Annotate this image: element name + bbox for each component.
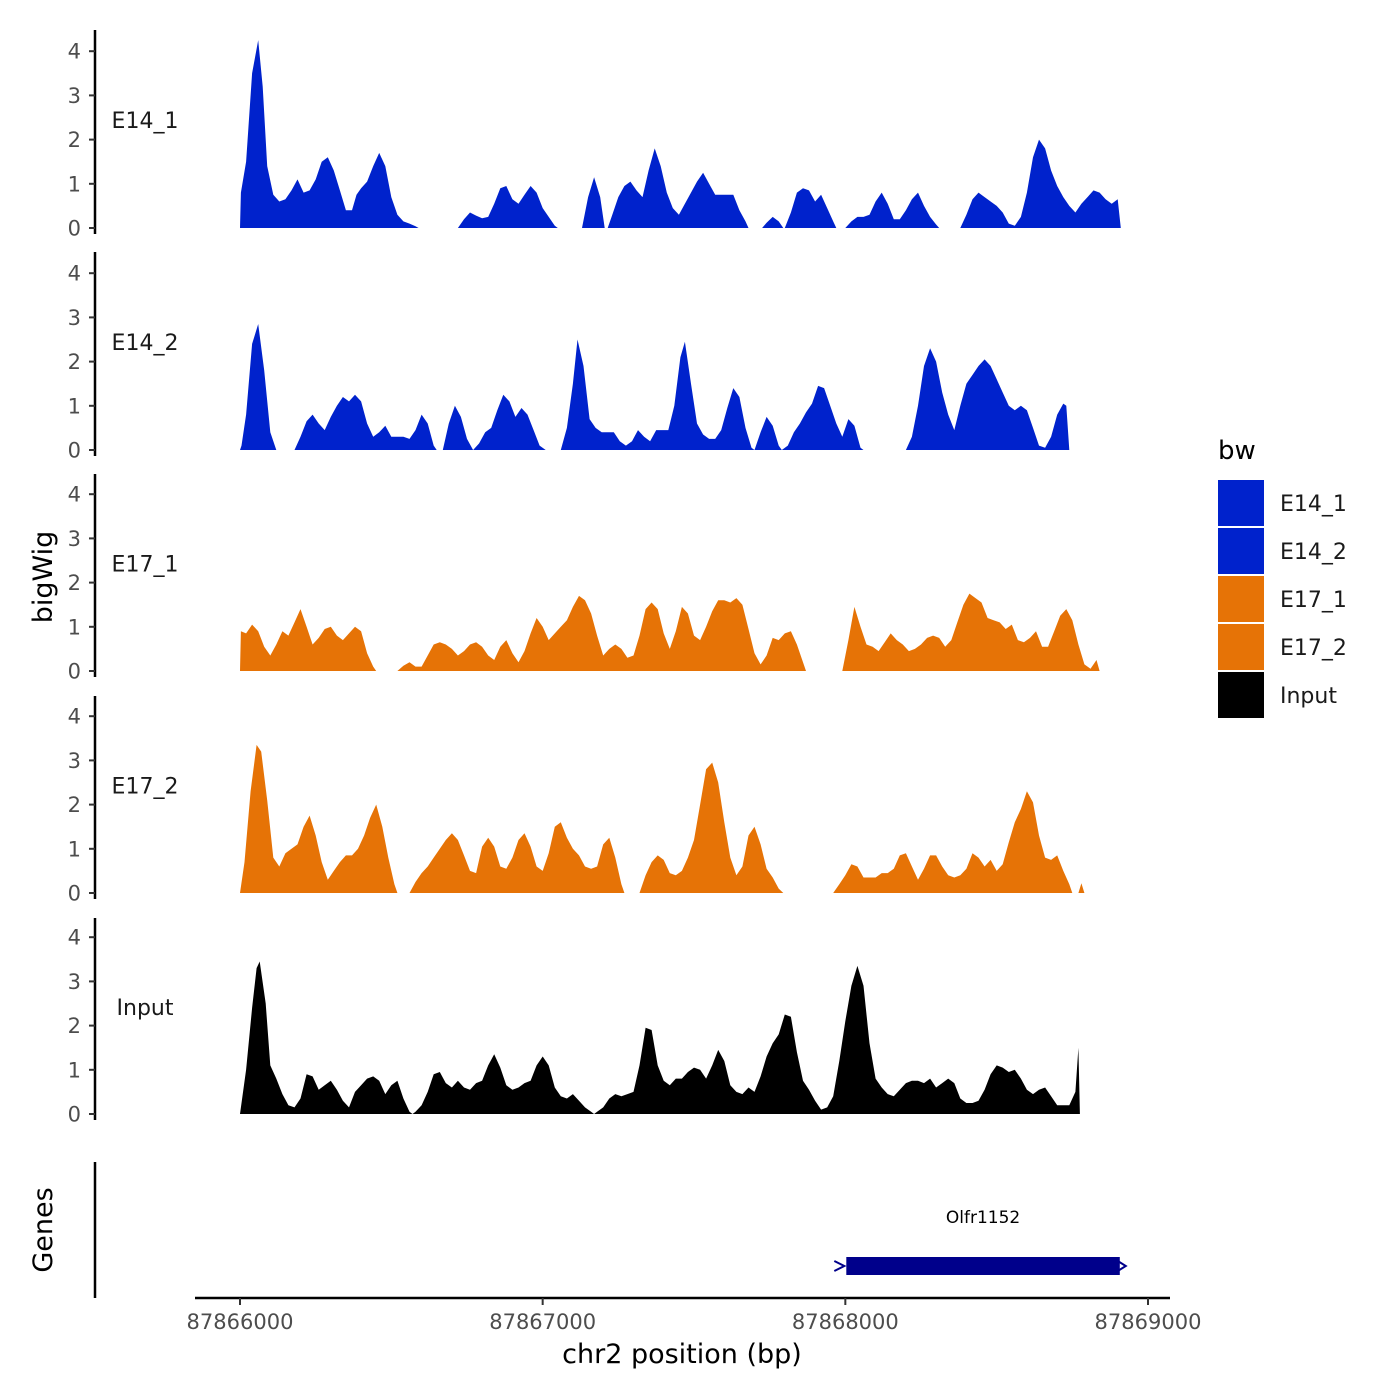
y-tick-label: 3 bbox=[68, 970, 81, 994]
legend-label: E17_1 bbox=[1280, 588, 1347, 613]
y-tick-label: 3 bbox=[68, 306, 81, 330]
y-tick-label: 4 bbox=[68, 262, 81, 286]
y-tick-label: 4 bbox=[68, 705, 81, 729]
track-label: E14_1 bbox=[112, 109, 179, 134]
track-e14-2: 0 1 2 3 4 E14_2 bbox=[68, 252, 1070, 463]
track-e17-2: 0 1 2 3 4 E17_2 bbox=[68, 696, 1085, 906]
track-input: 0 1 2 3 4 Input bbox=[68, 918, 1080, 1127]
y-tick-label: 4 bbox=[68, 483, 81, 507]
signal-area-e17-1 bbox=[240, 593, 1100, 671]
legend-label: E14_2 bbox=[1280, 540, 1347, 565]
y-tick-label: 1 bbox=[68, 615, 81, 639]
legend-item-e17-1: E17_1 bbox=[1218, 576, 1347, 622]
legend-swatch bbox=[1218, 480, 1264, 526]
signal-area-e14-2 bbox=[240, 324, 1070, 450]
gene-body bbox=[846, 1257, 1120, 1275]
track-label: E17_1 bbox=[112, 553, 179, 578]
x-ticks: 87866000 87867000 87868000 87869000 bbox=[187, 1298, 1202, 1334]
legend-item-e14-1: E14_1 bbox=[1218, 480, 1347, 526]
y-tick-label: 0 bbox=[68, 660, 81, 684]
gene-strand-arrow-end bbox=[1117, 1260, 1128, 1272]
y-tick-label: 1 bbox=[68, 837, 81, 861]
x-axis-title: chr2 position (bp) bbox=[562, 1339, 802, 1370]
legend-label: E17_2 bbox=[1280, 636, 1347, 661]
legend-title: bw bbox=[1218, 436, 1256, 466]
y-tick-label: 4 bbox=[68, 40, 81, 64]
legend-items: E14_1 E14_2 E17_1 E17_2 Input bbox=[1218, 480, 1347, 718]
y-tick-label: 3 bbox=[68, 749, 81, 773]
y-tick-label: 2 bbox=[68, 1014, 81, 1038]
y-tick-label: 0 bbox=[68, 439, 81, 463]
legend-swatch bbox=[1218, 528, 1264, 574]
y-tick-label: 2 bbox=[68, 128, 81, 152]
x-tick-label: 87867000 bbox=[489, 1310, 596, 1334]
legend-item-e17-2: E17_2 bbox=[1218, 624, 1347, 670]
signal-area-input bbox=[240, 961, 1080, 1114]
signal-tracks: 0 1 2 3 4 E14_1 0 1 2 3 4 E14_2 0 1 2 3 4 E17_1 0 1 2 3 4 E17_2… bbox=[68, 30, 1121, 1127]
gene-olfr1152: Olfr1152 bbox=[833, 1208, 1128, 1275]
y-tick-label: 1 bbox=[68, 172, 81, 196]
legend-label: E14_1 bbox=[1280, 492, 1347, 517]
y-tick-label: 3 bbox=[68, 527, 81, 551]
legend-swatch bbox=[1218, 672, 1264, 718]
y-tick-label: 2 bbox=[68, 793, 81, 817]
track-label: E14_2 bbox=[112, 331, 179, 356]
genes-panel: Olfr1152 bbox=[93, 1162, 1128, 1298]
track-e14-1: 0 1 2 3 4 E14_1 bbox=[68, 30, 1121, 241]
track-label: Input bbox=[117, 996, 174, 1021]
track-label: E17_2 bbox=[112, 775, 179, 800]
y-tick-label: 1 bbox=[68, 394, 81, 418]
legend-swatch bbox=[1218, 624, 1264, 670]
legend: bw E14_1 E14_2 E17_1 E17_2 Input bbox=[1218, 436, 1347, 718]
gene-strand-arrow-start bbox=[833, 1260, 847, 1272]
signal-area-e17-2 bbox=[240, 744, 1085, 893]
y-tick-label: 1 bbox=[68, 1058, 81, 1082]
legend-label: Input bbox=[1280, 684, 1337, 709]
legend-swatch bbox=[1218, 576, 1264, 622]
x-axis: 87866000 87867000 87868000 87869000 chr2 po… bbox=[187, 1296, 1202, 1370]
y-tick-label: 0 bbox=[68, 882, 81, 906]
track-e17-1: 0 1 2 3 4 E17_1 bbox=[68, 474, 1100, 684]
x-tick-label: 87869000 bbox=[1095, 1310, 1202, 1334]
y-tick-label: 2 bbox=[68, 350, 81, 374]
gene-models: Olfr1152 bbox=[833, 1208, 1128, 1275]
genes-axis-title: Genes bbox=[28, 1187, 59, 1272]
y-tick-label: 2 bbox=[68, 571, 81, 595]
signal-area-e14-1 bbox=[240, 40, 1121, 228]
x-tick-label: 87868000 bbox=[792, 1310, 899, 1334]
y-tick-label: 0 bbox=[68, 1103, 81, 1127]
y-tick-label: 0 bbox=[68, 217, 81, 241]
x-tick-label: 87866000 bbox=[187, 1310, 294, 1334]
y-tick-label: 4 bbox=[68, 926, 81, 950]
y-axis-title: bigWig bbox=[28, 531, 59, 624]
gene-name-label: Olfr1152 bbox=[946, 1208, 1020, 1228]
y-tick-label: 3 bbox=[68, 84, 81, 108]
legend-item-e14-2: E14_2 bbox=[1218, 528, 1347, 574]
legend-item-input: Input bbox=[1218, 672, 1337, 718]
